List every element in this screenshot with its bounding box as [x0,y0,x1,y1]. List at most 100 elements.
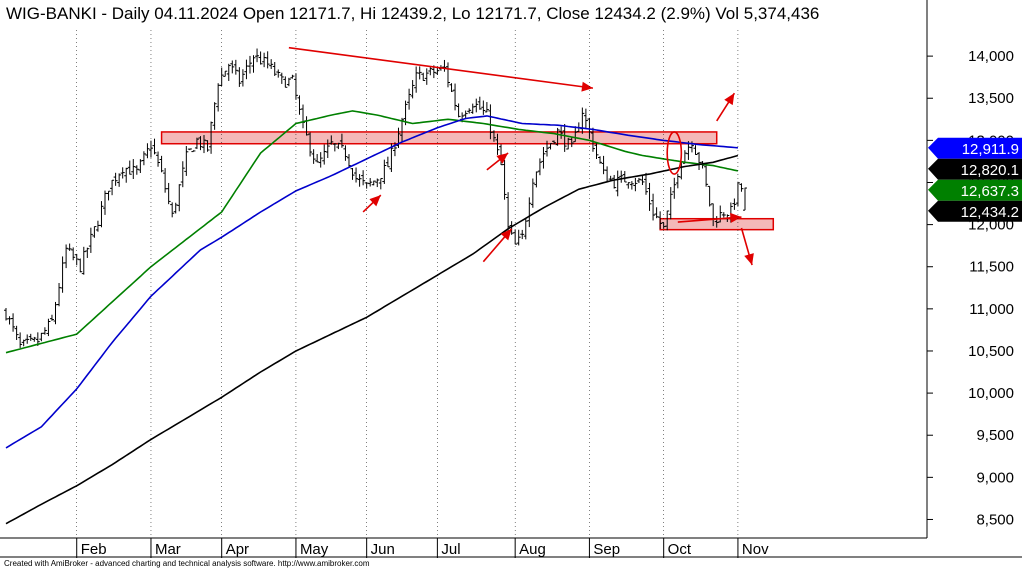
price-bar [378,177,383,190]
price-bar [619,170,624,183]
price-bar [456,103,461,118]
price-bar [184,146,189,176]
price-bar [407,88,412,110]
price-bar [230,60,235,74]
price-tag: 12,820.1 [928,158,1022,180]
price-bar [421,72,426,81]
price-bar [4,308,8,321]
price-bar [615,170,620,197]
y-tick-label: 9,500 [976,427,1014,444]
price-bar [28,333,33,341]
price-bar [124,167,129,183]
price-tag-bg [928,200,1022,222]
price-bar [318,152,323,168]
price-bar [474,98,479,113]
price-bar [714,216,719,228]
price-bar [389,143,394,173]
price-bar [290,74,295,79]
y-tick-label: 13,500 [968,90,1014,107]
x-tick-label: Jun [371,541,395,558]
price-bar [523,217,528,240]
price-bar [297,95,302,115]
price-tag: 12,434.2 [928,200,1022,222]
price-bar [608,175,613,181]
price-bar [255,48,260,63]
price-bar [718,205,723,223]
price-bar [81,246,86,275]
price-bar [442,59,447,72]
price-bar [735,181,740,207]
price-bar [629,181,634,190]
x-tick-label: Feb [81,541,107,558]
price-bar [226,63,231,81]
price-bar [336,142,341,150]
price-bar [449,83,454,92]
price-bar [647,182,652,211]
price-bar [732,198,737,210]
y-tick-label: 8,500 [976,511,1014,528]
price-bar [339,133,344,148]
price-bar [590,127,595,152]
price-bar [467,108,472,114]
price-bar [675,173,680,189]
price-bar [555,127,560,146]
price-bar [92,226,97,238]
annotation-arrow [716,92,736,122]
price-bar [537,158,542,176]
price-bar [286,77,291,87]
price-bar [682,150,687,164]
price-bar [484,102,489,113]
price-bar [541,146,546,169]
price-bar [361,170,366,186]
price-bar [453,83,458,111]
price-bar [152,138,157,155]
price-bar [598,156,603,164]
arrow-head [496,152,509,164]
price-tag-value: 12,820.1 [961,162,1019,179]
price-bar [85,247,90,258]
price-bar [117,173,122,187]
price-bar [209,121,214,154]
ma-line-1 [5,110,739,354]
price-bar [49,314,54,321]
price-bar [103,190,108,215]
x-tick-label: Aug [519,541,546,558]
price-bar [643,172,648,195]
price-bar [357,174,362,187]
y-tick-label: 10,000 [968,385,1014,402]
price-bar [170,202,175,218]
annotation-arrow [482,228,513,263]
x-tick-label: Sep [593,541,620,558]
price-bar [159,155,164,173]
price-bar [612,174,617,189]
price-bar [544,140,549,157]
price-bar [60,256,65,293]
price-bar [177,184,182,212]
price-bar [173,202,178,214]
ma-line-3 [5,154,739,525]
price-bar [134,165,139,175]
price-bar [138,159,143,174]
y-tick-label: 14,000 [968,48,1014,65]
price-bar [704,163,709,187]
arrow-head [744,253,754,266]
price-bar [605,166,610,182]
price-bar [491,130,496,142]
price-bar [658,211,663,230]
price-bar [198,136,203,151]
price-bar [672,177,677,199]
price-tag-bg [928,158,1022,180]
trend-line [288,46,594,92]
price-bar [583,108,588,129]
price-bar [534,171,539,188]
price-bar [127,160,132,175]
price-bar [106,190,111,201]
price-tag: 12,637.3 [928,179,1022,201]
y-tick-label: 10,500 [968,343,1014,360]
price-bar [308,132,313,157]
price-bar [665,210,670,231]
price-bar [11,313,16,332]
price-bar [721,212,726,218]
price-bars [4,48,747,348]
